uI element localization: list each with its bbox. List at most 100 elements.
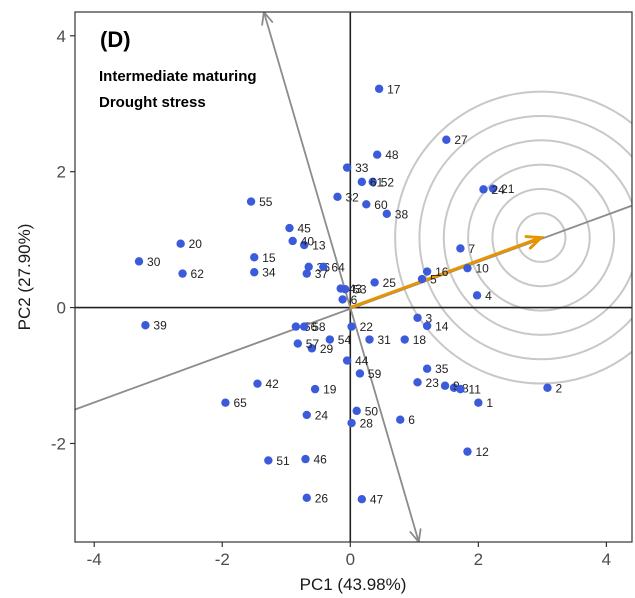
- x-tick-label: 0: [346, 550, 355, 569]
- genotype-point: [250, 253, 259, 262]
- vector-line: [263, 12, 352, 308]
- genotype-point: [355, 369, 365, 378]
- genotype-point: [365, 335, 374, 344]
- genotype-point: [302, 269, 311, 278]
- genotype-label: 7: [468, 242, 475, 256]
- genotype-label: 33: [355, 161, 369, 175]
- genotype-label: 45: [297, 222, 311, 236]
- genotype-label: 48: [385, 148, 399, 162]
- genotype-label: 65: [233, 396, 247, 410]
- genotype-point: [250, 268, 259, 277]
- genotype-point: [300, 322, 309, 331]
- genotype-label: 57: [306, 337, 320, 351]
- genotype-label: 43: [349, 282, 363, 296]
- genotype-point: [221, 398, 230, 407]
- genotype-point: [472, 291, 482, 300]
- genotype-point: [422, 321, 432, 331]
- genotype-label: 17: [387, 82, 401, 96]
- genotype-label: 10: [475, 262, 489, 276]
- genotype-point: [285, 223, 294, 233]
- y-tick-label: -2: [51, 434, 66, 453]
- ideal-genotype-arrow: [349, 236, 542, 309]
- genotype-label: 24: [491, 183, 505, 197]
- genotype-point: [333, 192, 342, 202]
- genotype-point: [347, 322, 356, 331]
- genotype-label: 26: [315, 491, 329, 505]
- target-circle: [515, 212, 567, 263]
- genotype-point: [463, 447, 472, 456]
- genotype-point: [370, 278, 379, 287]
- genotype-label: 58: [312, 320, 326, 334]
- target-circles: [394, 90, 632, 385]
- genotype-point: [474, 398, 483, 407]
- arrow-head: [261, 12, 274, 26]
- genotype-point: [288, 236, 297, 246]
- genotype-label: 6: [408, 413, 415, 427]
- arrow-head: [409, 528, 422, 542]
- target-circle: [418, 114, 632, 361]
- x-tick-label: -4: [87, 550, 102, 569]
- genotype-point: [396, 415, 405, 424]
- genotype-point: [372, 150, 382, 159]
- genotype-label: 39: [153, 319, 167, 333]
- genotype-label: 3: [426, 311, 433, 325]
- genotype-point: [352, 406, 361, 416]
- genotype-label: 61: [370, 175, 384, 189]
- genotype-label: 22: [360, 320, 374, 334]
- genotype-label: 38: [395, 207, 409, 221]
- genotype-point: [291, 322, 301, 331]
- genotype-label: 29: [320, 342, 334, 356]
- genotype-label: 1: [486, 396, 493, 410]
- genotype-point: [176, 239, 185, 248]
- x-tick-label: 2: [474, 550, 483, 569]
- genotype-point: [141, 321, 150, 330]
- panel-label: (D): [100, 27, 131, 52]
- y-axis-title: PC2 (27.90%): [15, 224, 34, 331]
- genotype-point: [302, 410, 311, 420]
- genotype-label: 62: [191, 267, 205, 281]
- genotype-label: 21: [501, 182, 515, 196]
- genotype-point: [293, 339, 302, 348]
- genotype-label: 53: [353, 283, 367, 297]
- target-circle: [442, 139, 632, 336]
- genotype-label: 11: [468, 383, 481, 397]
- genotype-label: 46: [313, 453, 327, 467]
- target-circle: [467, 163, 616, 312]
- genotype-point: [307, 344, 317, 353]
- genotype-label: 5: [430, 273, 437, 287]
- genotype-label: 30: [147, 255, 161, 269]
- genotype-point: [400, 335, 409, 344]
- vector-line: [349, 307, 420, 542]
- genotype-point: [368, 177, 377, 187]
- genotype-point: [543, 383, 552, 392]
- y-tick-label: 0: [57, 299, 66, 318]
- genotype-label: 2: [555, 381, 562, 395]
- genotype-label: 54: [338, 333, 352, 347]
- genotype-label: 19: [323, 383, 337, 397]
- genotype-label: 32: [345, 190, 359, 204]
- genotype-point: [456, 244, 465, 253]
- genotype-point: [304, 262, 313, 272]
- genotype-point: [253, 379, 262, 388]
- target-circle: [491, 187, 591, 288]
- x-axis-title: PC1 (43.98%): [300, 575, 407, 594]
- genotype-label: 35: [435, 362, 449, 376]
- genotype-point: [456, 384, 465, 394]
- target-circle: [394, 90, 632, 385]
- genotype-label: 27: [454, 133, 468, 147]
- y-tick-label: 4: [57, 27, 66, 46]
- genotype-label: 23: [426, 376, 440, 390]
- genotype-point: [413, 313, 422, 322]
- genotype-label: 20: [189, 237, 203, 251]
- genotype-point: [357, 494, 367, 504]
- genotype-point: [342, 163, 352, 172]
- genotype-label: 60: [374, 198, 388, 212]
- subtitle-line-1: Intermediate maturing: [99, 68, 257, 85]
- genotype-point: [488, 184, 498, 193]
- genotype-label: 59: [368, 367, 382, 381]
- genotype-point: [442, 135, 451, 144]
- genotype-label: 4: [485, 289, 492, 303]
